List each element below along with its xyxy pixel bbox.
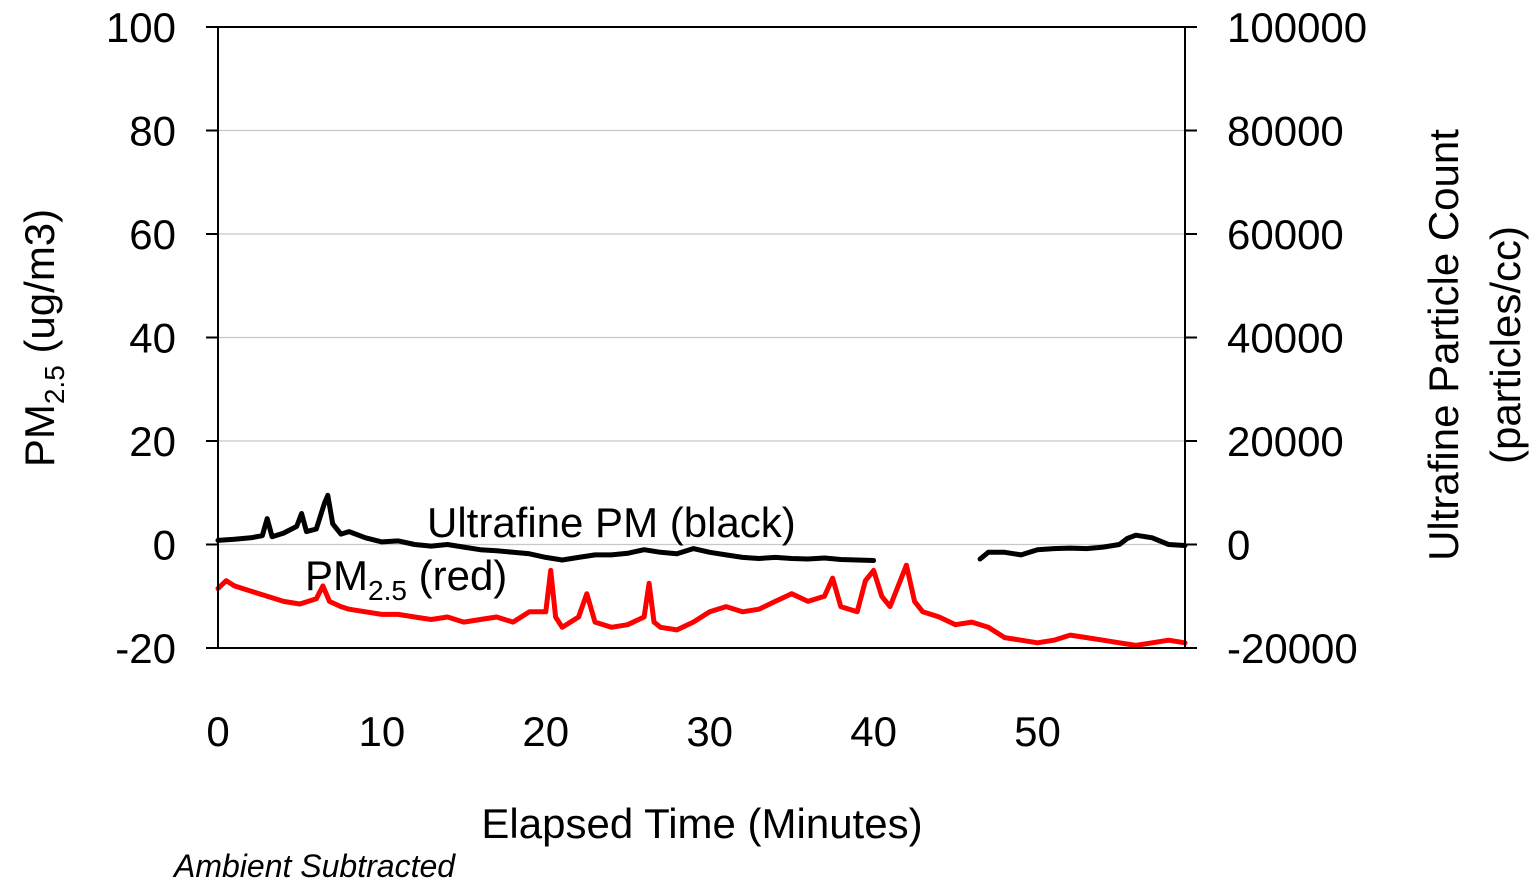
grid-lines: [218, 129, 1185, 546]
x-tick-label-1: 10: [359, 708, 406, 755]
y-left-label-main: PM: [16, 404, 63, 467]
y-right-tick-label-0: 100000: [1227, 4, 1367, 51]
x-tick-label-0: 0: [206, 708, 229, 755]
y-right-tick-label-2: 60000: [1227, 211, 1344, 258]
y-left-tick-label-3: 40: [129, 315, 176, 362]
y-left-tick-label-0: 100: [106, 4, 176, 51]
y-right-tick-label-1: 80000: [1227, 108, 1344, 155]
series-line-pm25: [215, 562, 1188, 648]
series-layer: [215, 492, 1188, 648]
tick-labels: 100806040200-201000008000060000400002000…: [106, 4, 1367, 755]
y-right-tick-label-3: 40000: [1227, 315, 1344, 362]
annotation-ultrafine: Ultrafine PM (black): [427, 499, 796, 546]
x-tick-label-4: 40: [850, 708, 897, 755]
annotation-pm25-rest: (red): [407, 552, 507, 599]
annotation-pm25: PM2.5 (red): [305, 552, 507, 606]
y-left-tick-label-5: 0: [153, 522, 176, 569]
y-right-tick-label-4: 20000: [1227, 418, 1344, 465]
y-left-tick-label-1: 80: [129, 108, 176, 155]
y-left-label-sub: 2.5: [39, 365, 70, 404]
y-left-label-rest: (ug/m3): [16, 209, 63, 365]
annotation-pm25-sub: 2.5: [368, 575, 407, 606]
y-axis-left-label: PM2.5 (ug/m3): [16, 209, 70, 467]
x-tick-label-2: 20: [522, 708, 569, 755]
y-axis-right-label-line2: (particles/cc): [1482, 226, 1529, 464]
y-right-tick-label-6: -20000: [1227, 625, 1358, 672]
x-tick-label-3: 30: [686, 708, 733, 755]
annotation-pm25-main: PM: [305, 552, 368, 599]
x-tick-label-5: 50: [1014, 708, 1061, 755]
series-line-ultrafine: [215, 492, 1188, 563]
y-axis-right-label-line1: Ultrafine Particle Count: [1420, 129, 1467, 561]
y-left-tick-label-4: 20: [129, 418, 176, 465]
y-left-tick-label-6: -20: [115, 625, 176, 672]
tick-marks: [206, 26, 1197, 649]
y-right-tick-label-5: 0: [1227, 522, 1250, 569]
x-axis-label: Elapsed Time (Minutes): [481, 800, 922, 847]
ambient-subtracted-note: Ambient Subtracted: [172, 848, 456, 882]
y-left-tick-label-2: 60: [129, 211, 176, 258]
